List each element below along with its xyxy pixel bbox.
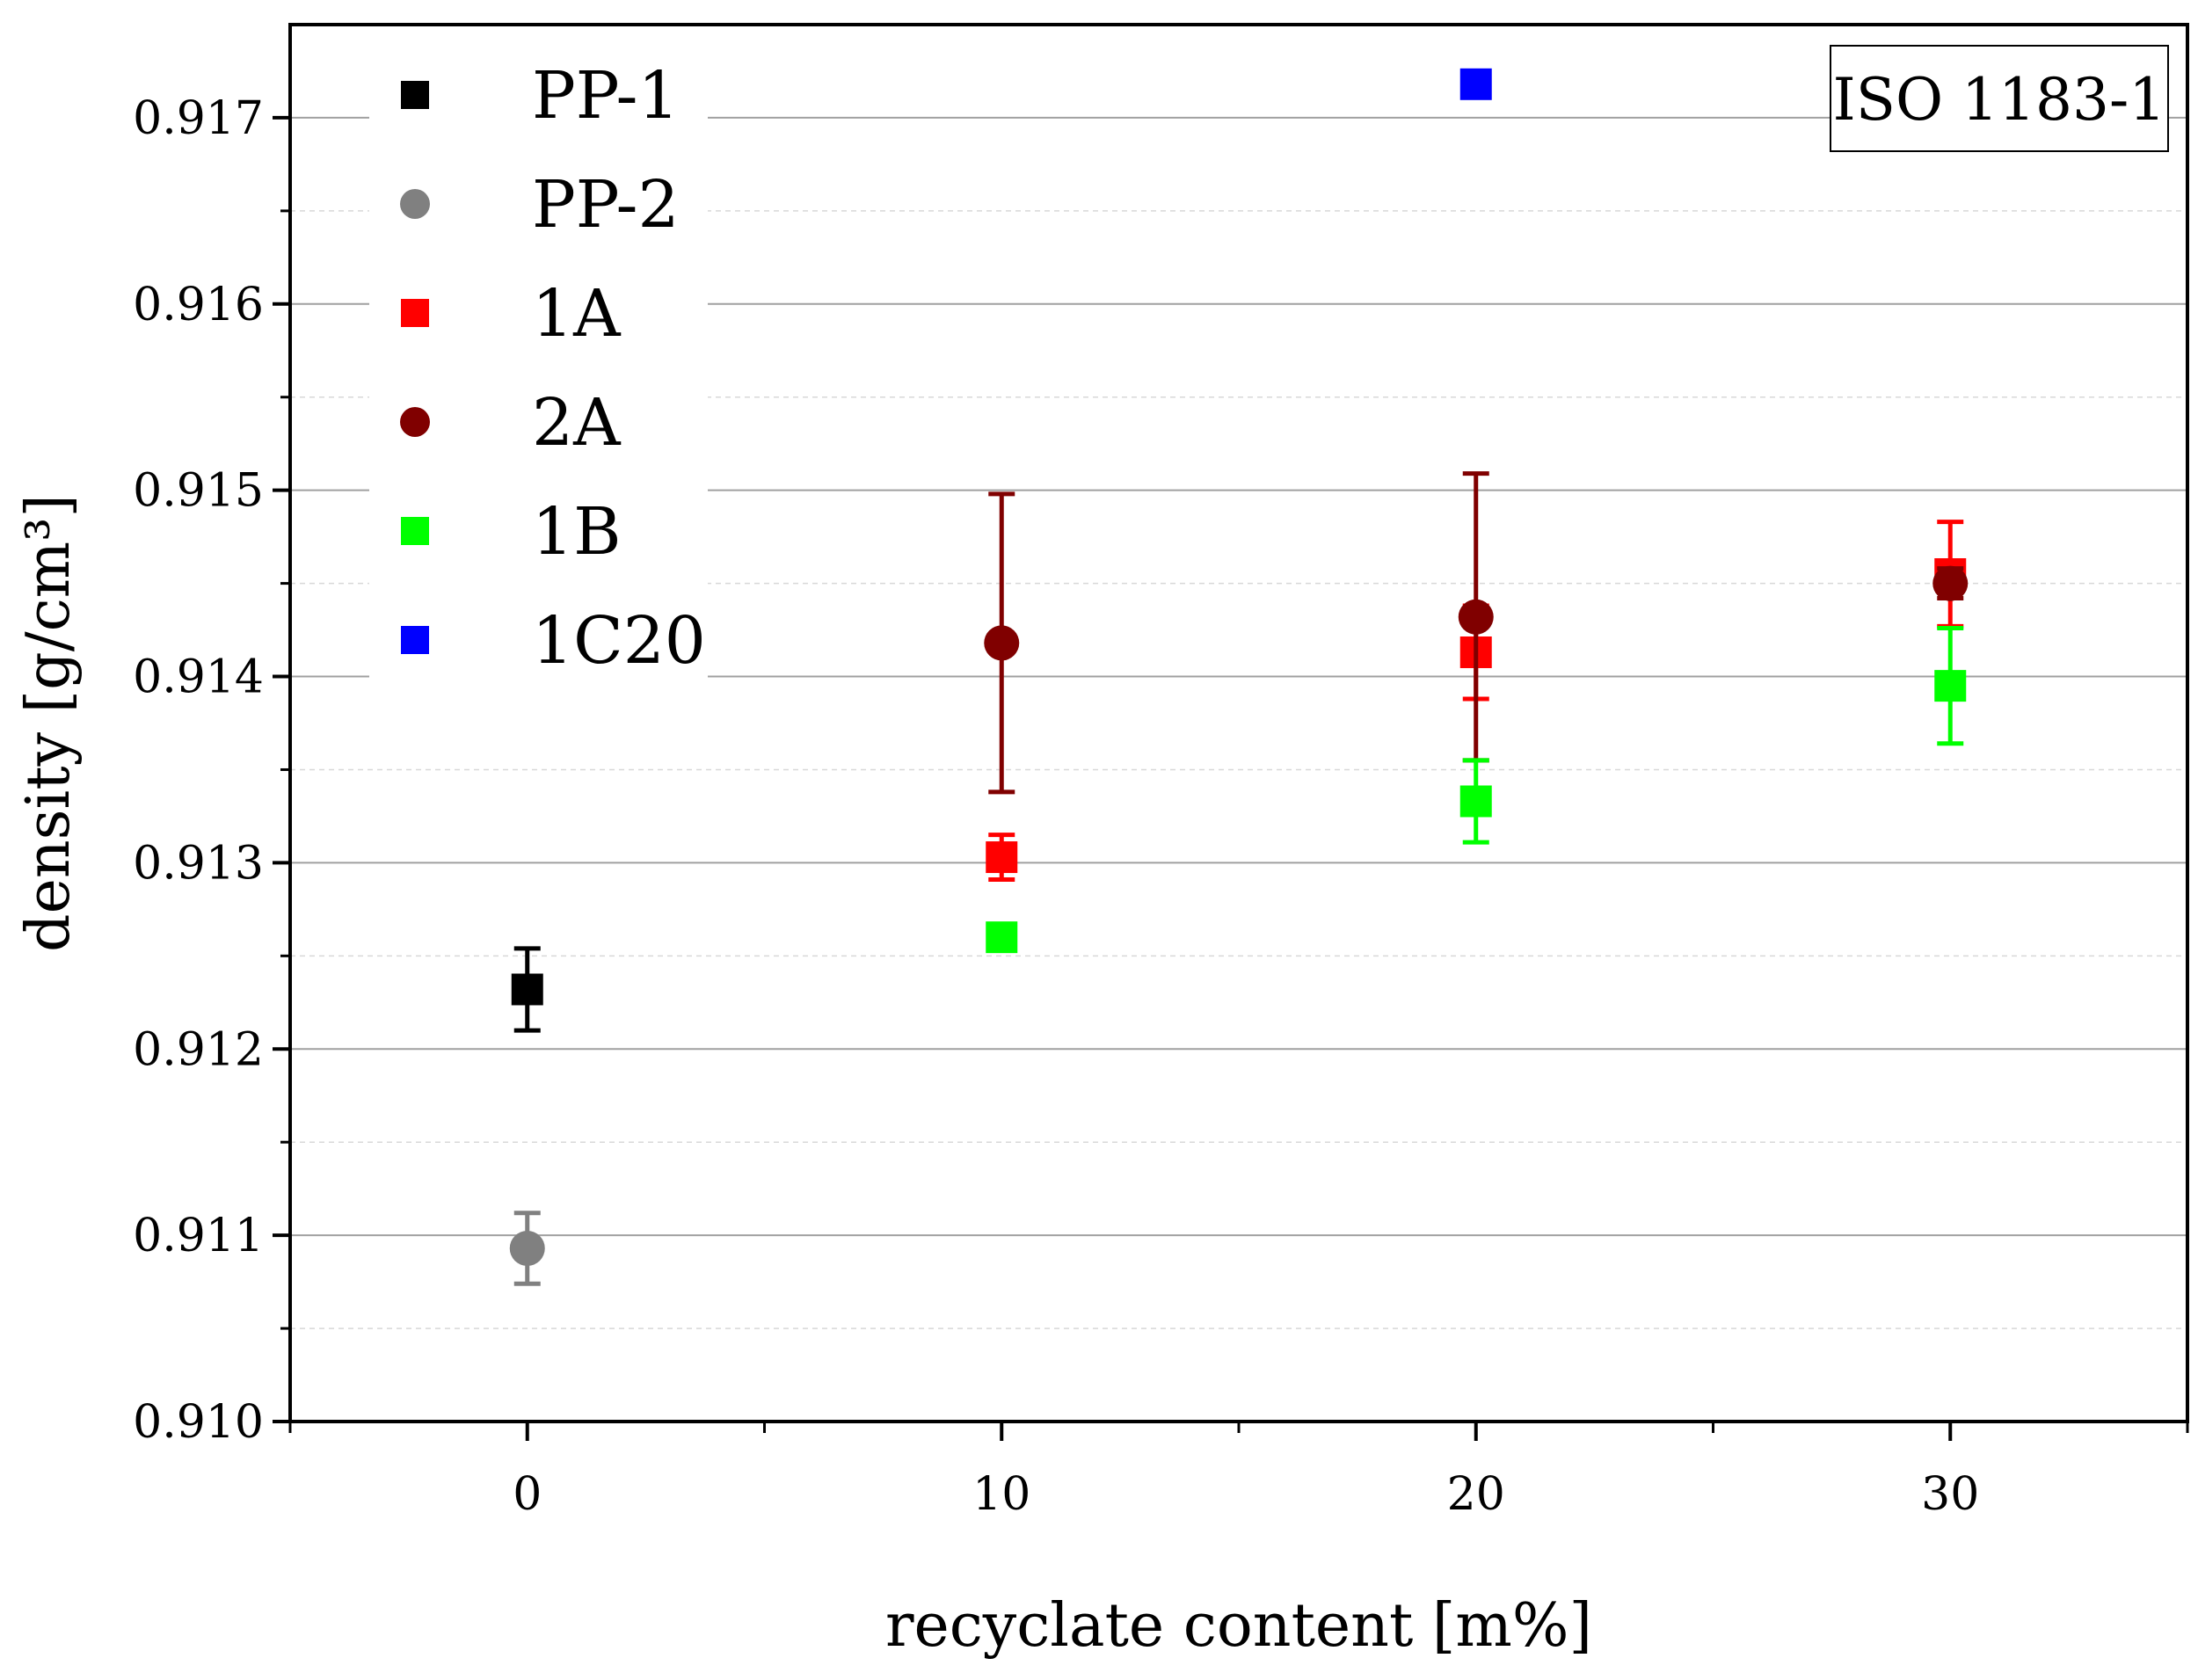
- y-tick-label: 0.917: [133, 92, 264, 145]
- legend-background: [369, 44, 708, 708]
- data-point-2a: [1458, 599, 1494, 635]
- data-point-1a: [986, 841, 1018, 874]
- annotation-box: ISO 1183-1: [1830, 45, 2169, 152]
- annotation-frame: [1830, 45, 2169, 152]
- x-axis-title: recyclate content [m%]: [885, 1591, 1592, 1661]
- y-tick-label: 0.910: [133, 1396, 264, 1449]
- data-point-2a: [984, 625, 1020, 661]
- data-marks: [509, 68, 1969, 1286]
- grid-lines: [290, 116, 2187, 1329]
- legend-marker-pp-2: [400, 189, 430, 219]
- data-point-2a: [1932, 565, 1969, 601]
- legend-marker-1a: [401, 299, 429, 327]
- legend-marker-1c20: [401, 626, 429, 654]
- data-point-1b: [1459, 785, 1492, 818]
- data-point-1b: [986, 921, 1018, 954]
- legend-marker-1b: [401, 517, 429, 545]
- data-point-1c20: [1459, 68, 1492, 100]
- y-tick-label: 0.911: [133, 1210, 264, 1262]
- legend-label-1b: 1B: [532, 494, 621, 570]
- legend: PP-1 PP-2 1A 2A 1B 1C20: [400, 58, 706, 679]
- y-axis-title: density [g/cm³]: [14, 494, 84, 952]
- axes: 0.910 0.911 0.912 0.913 0.914 0.915 0.916 0.917…: [133, 92, 2189, 1521]
- legend-label-1c20: 1C20: [532, 603, 706, 679]
- y-tick-label: 0.914: [133, 651, 264, 704]
- x-tick-label: 0: [513, 1468, 542, 1521]
- legend-marker-pp-1: [401, 81, 429, 109]
- x-tick-label: 30: [1921, 1468, 1979, 1521]
- x-tick-label: 10: [972, 1468, 1030, 1521]
- legend-marker-2a: [400, 407, 430, 437]
- legend-label-pp-1: PP-1: [532, 58, 680, 134]
- x-tick-label: 20: [1447, 1468, 1505, 1521]
- legend-label-2a: 2A: [532, 385, 622, 461]
- annotation-label: ISO 1183-1: [1833, 66, 2166, 134]
- legend-label-1a: 1A: [532, 276, 622, 352]
- y-tick-label: 0.913: [133, 837, 264, 890]
- legend-label-pp-2: PP-2: [532, 167, 680, 243]
- y-tick-label: 0.915: [133, 465, 264, 518]
- data-point-pp-2: [509, 1230, 545, 1266]
- data-point-pp-1: [511, 973, 543, 1006]
- y-tick-label: 0.912: [133, 1023, 264, 1076]
- y-tick-label: 0.916: [133, 279, 264, 331]
- data-point-1b: [1934, 670, 1967, 702]
